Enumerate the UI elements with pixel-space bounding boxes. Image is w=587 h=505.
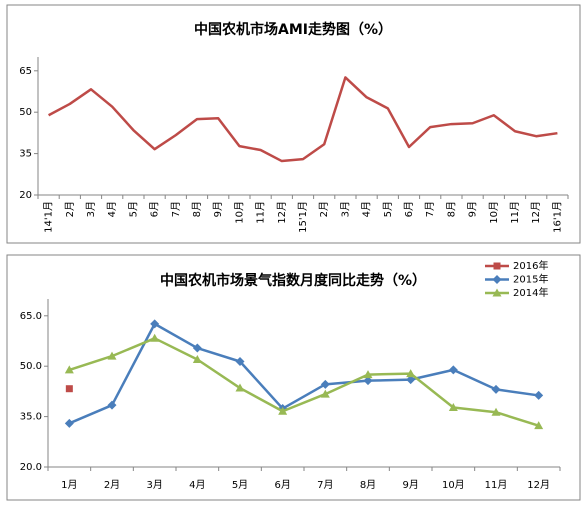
chart-title: 中国农机市场景气指数月度同比走势（%） [160, 272, 426, 289]
x-tick-label: 2月 [64, 201, 76, 217]
marker [65, 385, 73, 393]
y-tick-label: 65.0 [20, 311, 42, 322]
legend-label: 2014年 [513, 286, 548, 299]
x-tick-label: 11月 [509, 201, 521, 224]
marker [320, 379, 330, 389]
marker [150, 333, 160, 342]
y-tick-label: 65 [19, 66, 32, 77]
chart-frame [6, 4, 581, 244]
x-tick-label: 16'1月 [551, 201, 563, 233]
x-tick-label: 9月 [467, 201, 479, 217]
x-tick-label: 3月 [146, 479, 162, 491]
y-tick-label: 50.0 [20, 361, 42, 372]
x-tick-label: 6月 [149, 201, 161, 217]
x-tick-label: 10月 [488, 201, 500, 224]
x-tick-label: 3月 [339, 201, 351, 217]
marker [492, 288, 502, 297]
series-line [68, 337, 540, 427]
x-tick-label: 14'1月 [43, 201, 55, 233]
marker [493, 262, 501, 270]
x-tick-label: 5月 [127, 201, 139, 217]
x-tick-label: 7月 [170, 201, 182, 217]
x-tick-label: 15'1月 [297, 201, 309, 233]
series-line [68, 322, 539, 425]
chart-frame [6, 254, 581, 501]
marker [363, 370, 373, 379]
x-tick-label: 1月 [61, 479, 77, 491]
legend-label: 2015年 [513, 273, 548, 286]
marker [406, 369, 416, 378]
marker [278, 406, 288, 415]
marker [491, 407, 501, 416]
y-tick-label: 35.0 [20, 412, 42, 423]
x-tick-label: 6月 [403, 201, 415, 217]
x-tick-label: 10月 [442, 479, 465, 491]
y-tick-label: 50 [19, 107, 32, 118]
marker [534, 390, 544, 400]
marker [107, 351, 117, 360]
x-tick-label: 6月 [274, 479, 290, 491]
x-tick-label: 10月 [233, 201, 245, 224]
x-tick-label: 9月 [212, 201, 224, 217]
x-tick-label: 11月 [485, 479, 508, 491]
chart-title: 中国农机市场AMI走势图（%） [194, 21, 392, 38]
x-tick-label: 2月 [104, 479, 120, 491]
series-line [48, 76, 558, 163]
x-tick-label: 8月 [360, 479, 376, 491]
x-tick-label: 3月 [85, 201, 97, 217]
x-tick-label: 8月 [191, 201, 203, 217]
x-tick-label: 2月 [318, 201, 330, 217]
x-tick-label: 12月 [527, 479, 550, 491]
marker [448, 403, 458, 412]
marker [320, 389, 330, 398]
marker [406, 375, 416, 385]
marker [448, 365, 458, 375]
marker [150, 319, 160, 329]
x-tick-label: 9月 [402, 479, 418, 491]
x-tick-label: 5月 [382, 201, 394, 217]
marker [363, 376, 373, 386]
y-tick-label: 20.0 [20, 462, 42, 473]
x-tick-label: 7月 [317, 479, 333, 491]
marker [235, 383, 245, 392]
y-tick-label: 20 [19, 190, 32, 201]
marker [107, 400, 117, 410]
x-tick-label: 4月 [361, 201, 373, 217]
marker [235, 356, 245, 366]
x-tick-label: 5月 [232, 479, 248, 491]
marker [64, 365, 74, 374]
marker [491, 384, 501, 394]
marker [192, 354, 202, 363]
marker [534, 421, 544, 430]
y-tick-label: 35 [19, 149, 32, 160]
marker [492, 275, 502, 284]
x-tick-label: 12月 [530, 201, 542, 224]
x-tick-label: 4月 [106, 201, 118, 217]
x-tick-label: 12月 [276, 201, 288, 224]
x-tick-label: 7月 [424, 201, 436, 217]
marker [64, 418, 74, 428]
x-tick-label: 11月 [255, 201, 267, 224]
legend-label: 2016年 [513, 259, 548, 272]
x-tick-label: 4月 [189, 479, 205, 491]
marker [192, 343, 202, 353]
x-tick-label: 8月 [445, 201, 457, 217]
